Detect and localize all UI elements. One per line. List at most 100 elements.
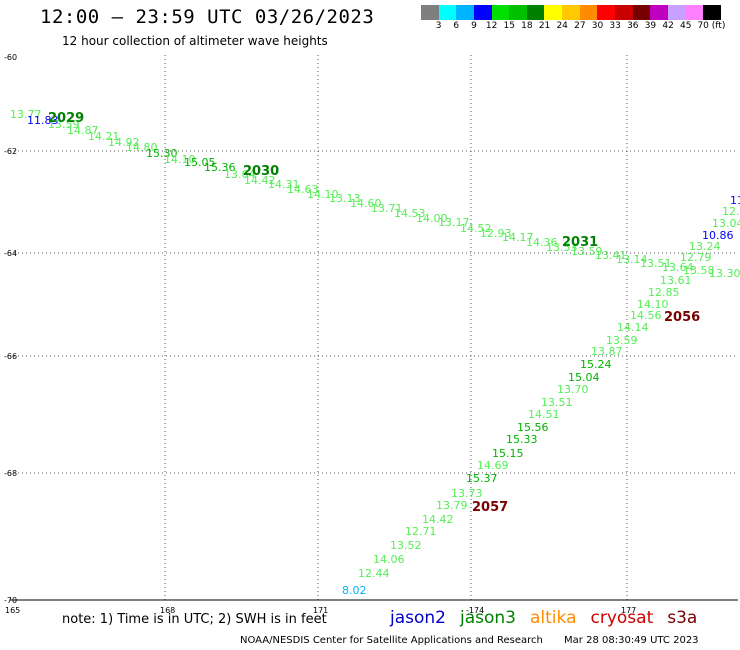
swh-value-label: 13.14 — [616, 253, 648, 266]
latitude-label: -62 — [4, 147, 17, 156]
swh-value-label: 13.52 — [390, 539, 422, 552]
swh-value-label: 13.77 — [10, 108, 42, 121]
color-scale-labels: 3 6 9 12 15 18 21 24 27 30 33 36 39 42 45 70 (ft) — [421, 21, 740, 35]
map-title: 12:00 – 23:59 UTC 03/26/2023 — [40, 6, 375, 28]
swh-value-label: 12.2 — [722, 205, 740, 218]
swh-value-label: 15.15 — [492, 447, 524, 460]
swh-value-label: 15.04 — [568, 371, 600, 384]
swh-value-label: 14.10 — [164, 153, 196, 166]
swh-value-label: 15.33 — [506, 433, 538, 446]
latitude-label: -66 — [4, 352, 17, 361]
swh-value-label: 11.83 — [27, 114, 59, 127]
color-swatch — [473, 5, 492, 20]
swh-value-label: 14.87 — [67, 124, 99, 137]
swh-value-label: 14.80 — [126, 141, 158, 154]
color-swatch — [509, 5, 527, 20]
color-scale-label: 21 — [538, 21, 551, 31]
color-swatch — [526, 5, 545, 20]
track-id-label: 2029 — [48, 111, 84, 126]
color-scale-label: 9 — [471, 21, 477, 31]
swh-value-label: 14.06 — [373, 553, 405, 566]
swh-value-label: 14.92 — [108, 136, 140, 149]
swh-value-label: 13.30 — [709, 267, 740, 280]
track-id-label: 2056 — [664, 310, 700, 325]
color-swatch — [456, 5, 474, 20]
color-swatch — [491, 5, 510, 20]
swh-value-label: 14.63 — [287, 183, 319, 196]
color-swatch — [562, 5, 580, 20]
color-scale-label: 45 — [680, 21, 692, 31]
satellite-legend-item: jason2 — [390, 608, 446, 628]
swh-value-label: 15.37 — [466, 472, 498, 485]
color-swatch — [703, 5, 721, 20]
swh-value-label: 13.59 — [48, 118, 80, 131]
swh-value-label: 10.86 — [702, 229, 734, 242]
latitude-label: -70 — [4, 596, 17, 605]
satellite-legend: jason2 jason3 altika cryosat s3a — [390, 608, 711, 628]
footer-credit: NOAA/NESDIS Center for Satellite Applica… — [240, 635, 543, 646]
color-scale-bar — [421, 5, 721, 21]
longitude-label: -174 — [466, 606, 484, 615]
latitude-label: -68 — [4, 469, 17, 478]
swh-value-label: 14.31 — [268, 178, 300, 191]
swh-value-label: 14.10 — [307, 188, 339, 201]
latitude-label: -60 — [4, 53, 17, 62]
swh-value-label: 13.79 — [436, 499, 468, 512]
swh-value-label: 13.24 — [689, 240, 721, 253]
color-swatch — [667, 5, 686, 20]
swh-value-label: 15.24 — [580, 358, 612, 371]
satellite-legend-item: s3a — [667, 608, 698, 628]
longitude-label: 177 — [621, 606, 636, 615]
swh-value-label: 14.51 — [528, 408, 560, 421]
swh-value-label: 13.58 — [683, 264, 715, 277]
swh-value-label: 14.14 — [617, 321, 649, 334]
color-swatch — [615, 5, 633, 20]
longitude-label: 165 — [5, 606, 20, 615]
swh-value-label: 13.64 — [662, 261, 694, 274]
longitude-label: 168 — [160, 606, 175, 615]
swh-value-label: 14.52 — [460, 222, 492, 235]
color-scale-label: 6 — [453, 21, 460, 31]
satellite-legend-item: altika — [530, 608, 577, 628]
swh-value-label: 14.36 — [526, 236, 558, 249]
color-swatch — [685, 5, 704, 20]
swh-value-label: 13.73 — [451, 487, 483, 500]
color-scale-label: 24 — [556, 21, 568, 31]
swh-value-label: 14.42 — [244, 174, 276, 187]
color-scale-label: 15 — [503, 21, 515, 31]
swh-value-label: 14.10 — [637, 298, 669, 311]
units-note: note: 1) Time is in UTC; 2) SWH is in fe… — [62, 612, 327, 627]
color-swatch — [421, 5, 439, 20]
color-swatch — [650, 5, 668, 20]
latitude-label: -64 — [4, 249, 17, 258]
satellite-legend-item: jason3 — [460, 608, 516, 628]
color-scale-label: 30 — [591, 21, 604, 31]
swh-value-label: 12.71 — [405, 525, 437, 538]
swh-value-label: 13.59 — [606, 334, 638, 347]
swh-value-label: 13.41 — [595, 249, 627, 262]
swh-value-label: 11 — [730, 194, 740, 207]
swh-value-label: 13.51 — [541, 396, 573, 409]
swh-value-label: 13.61 — [660, 274, 692, 287]
track-id-label: 2030 — [243, 164, 279, 179]
color-scale-label: 12 — [485, 21, 498, 31]
swh-value-label: 15.05 — [184, 156, 216, 169]
color-swatch — [632, 5, 651, 20]
swh-value-label: 13.04 — [712, 217, 740, 230]
track-id-label: 2057 — [472, 500, 508, 515]
swh-value-label: 13.17 — [438, 216, 470, 229]
swh-value-label: 13.53 — [546, 241, 578, 254]
swh-values: 13.7711.8313.5914.8714.2114.9214.8015.30… — [10, 108, 740, 597]
color-scale-label: 70 (ft) — [697, 21, 726, 31]
color-scale-label: 3 — [435, 21, 442, 31]
color-swatch — [597, 5, 616, 20]
swh-value-label: 14.17 — [502, 231, 534, 244]
color-scale-label: 39 — [644, 21, 657, 31]
swh-value-label: 14.42 — [422, 513, 454, 526]
satellite-legend-item: cryosat — [590, 608, 654, 628]
color-scale-label: 36 — [627, 21, 639, 31]
color-scale-label: 33 — [609, 21, 621, 31]
swh-value-label: 12.85 — [648, 286, 680, 299]
color-swatch — [544, 5, 563, 20]
